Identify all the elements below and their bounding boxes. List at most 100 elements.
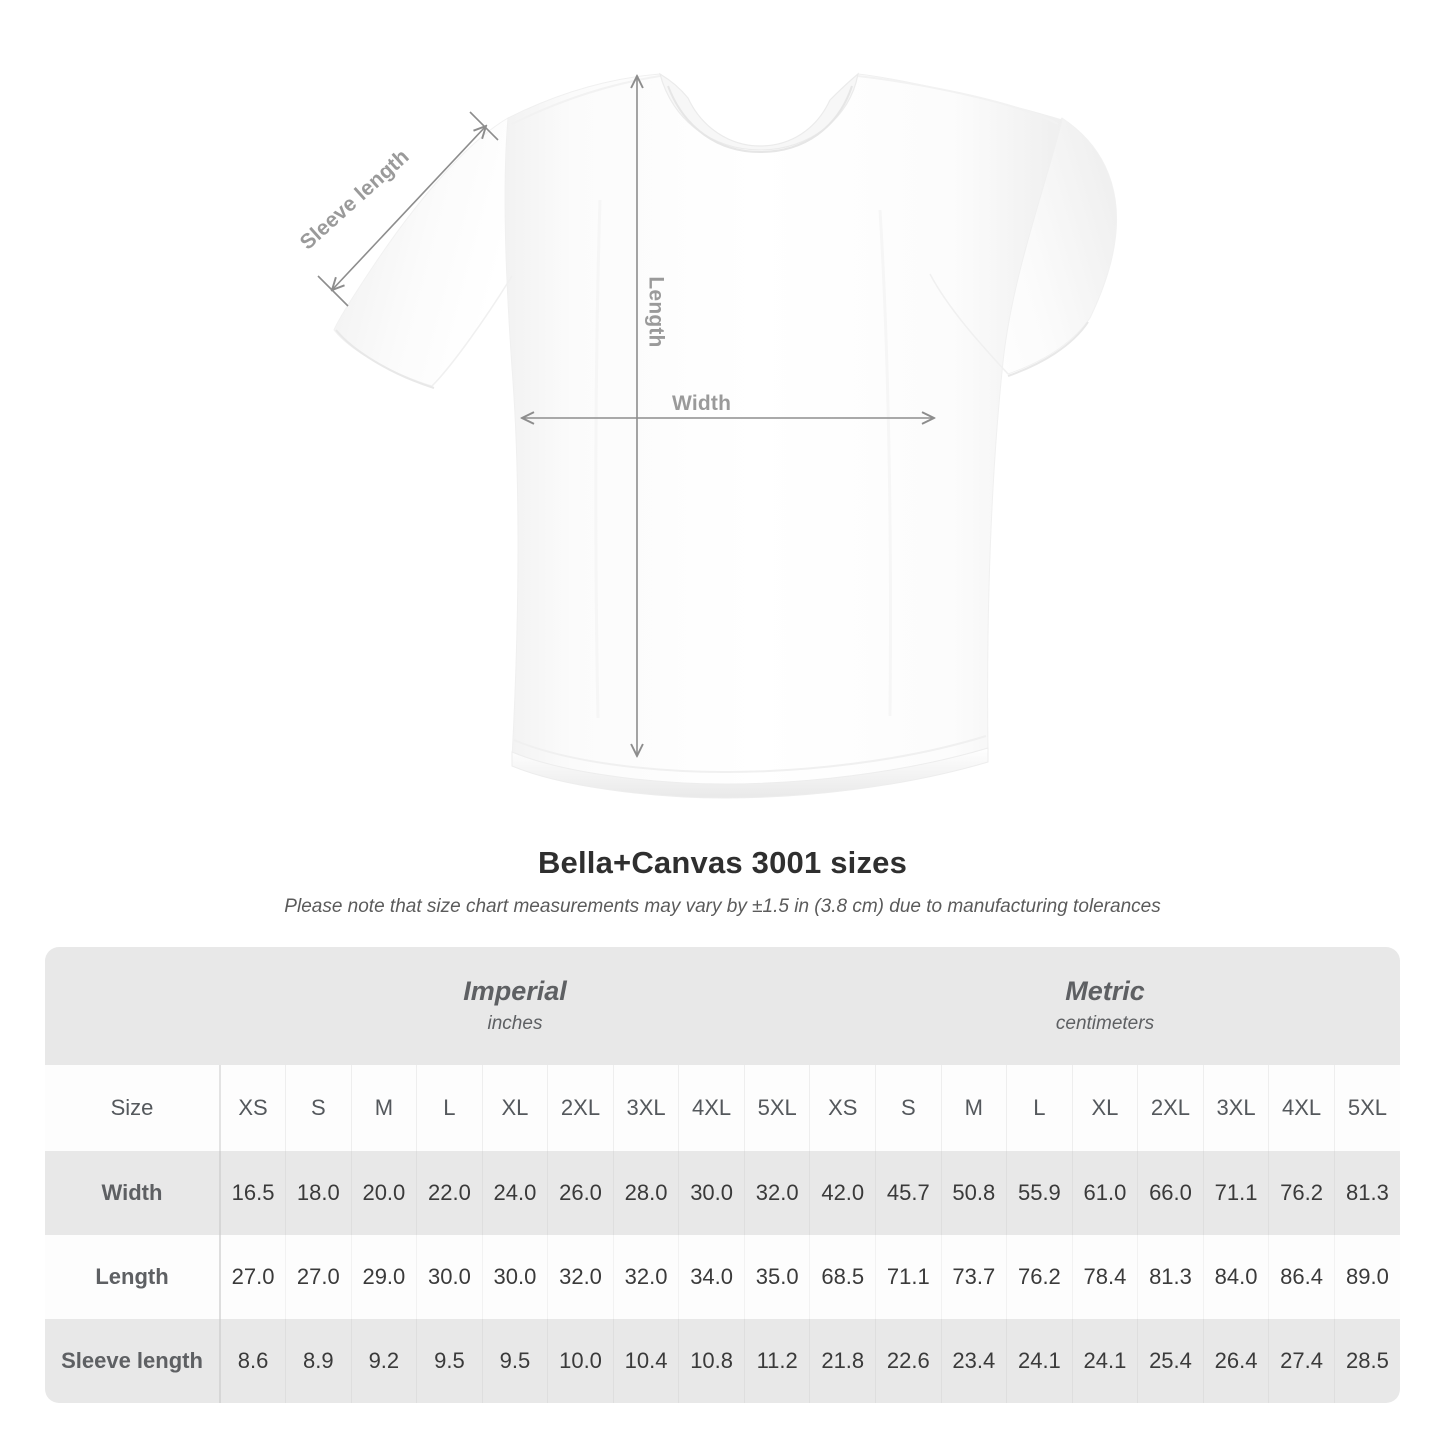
cell-length-imp-3xl: 32.0 bbox=[612, 1235, 679, 1319]
cell-length-met-l: 76.2 bbox=[1006, 1235, 1073, 1319]
size-header-met-4xl: 4XL bbox=[1268, 1065, 1335, 1151]
unit-banner-spacer bbox=[45, 947, 220, 1065]
cell-width-met-2xl: 66.0 bbox=[1137, 1151, 1204, 1235]
size-header-imp-2xl: 2XL bbox=[547, 1065, 614, 1151]
size-header-imp-s: S bbox=[285, 1065, 352, 1151]
cell-sleeve-met-3xl: 26.4 bbox=[1202, 1319, 1269, 1403]
cell-length-imp-xs: 27.0 bbox=[219, 1235, 286, 1319]
size-header-met-3xl: 3XL bbox=[1202, 1065, 1269, 1151]
size-header-met-s: S bbox=[875, 1065, 942, 1151]
table-row: Sleeve length 8.6 8.9 9.2 9.5 9.5 10.0 1… bbox=[45, 1319, 1400, 1403]
tolerance-note: Please note that size chart measurements… bbox=[284, 896, 1161, 917]
cell-length-met-2xl: 81.3 bbox=[1137, 1235, 1204, 1319]
size-header-imp-l: L bbox=[416, 1065, 483, 1151]
unit-imperial-cell: Imperial inches bbox=[220, 947, 810, 1065]
cell-sleeve-met-5xl: 28.5 bbox=[1333, 1319, 1400, 1403]
cell-width-imp-xs: 16.5 bbox=[219, 1151, 286, 1235]
size-header-imp-xs: XS bbox=[219, 1065, 286, 1151]
cell-length-imp-4xl: 34.0 bbox=[678, 1235, 745, 1319]
row-label-sleeve-length: Sleeve length bbox=[45, 1319, 220, 1403]
cell-width-met-l: 55.9 bbox=[1006, 1151, 1073, 1235]
cell-width-imp-s: 18.0 bbox=[285, 1151, 352, 1235]
cell-length-imp-5xl: 35.0 bbox=[743, 1235, 810, 1319]
cell-sleeve-met-s: 22.6 bbox=[875, 1319, 942, 1403]
sleeve-tick-bottom bbox=[317, 275, 349, 307]
length-label: Length bbox=[644, 276, 668, 348]
cell-width-imp-4xl: 30.0 bbox=[678, 1151, 745, 1235]
size-header-imp-5xl: 5XL bbox=[743, 1065, 810, 1151]
cell-width-met-s: 45.7 bbox=[875, 1151, 942, 1235]
cell-width-met-xl: 61.0 bbox=[1071, 1151, 1138, 1235]
cell-length-imp-2xl: 32.0 bbox=[547, 1235, 614, 1319]
table-row: Length 27.0 27.0 29.0 30.0 30.0 32.0 32.… bbox=[45, 1235, 1400, 1319]
cell-sleeve-imp-m: 9.2 bbox=[350, 1319, 417, 1403]
unit-metric-sub: centimeters bbox=[1055, 1012, 1155, 1034]
cell-length-imp-s: 27.0 bbox=[285, 1235, 352, 1319]
size-table-wrapper: Imperial inches Metric centimeters Size … bbox=[45, 947, 1400, 1403]
page-title: Bella+Canvas 3001 sizes bbox=[537, 845, 908, 880]
cell-sleeve-imp-l: 9.5 bbox=[416, 1319, 483, 1403]
unit-imperial-sub: inches bbox=[487, 1012, 543, 1034]
width-label: Width bbox=[672, 392, 732, 415]
cell-sleeve-imp-s: 8.9 bbox=[285, 1319, 352, 1403]
tshirt-illustration bbox=[333, 72, 1117, 799]
cell-length-met-m: 73.7 bbox=[940, 1235, 1007, 1319]
cell-length-met-xl: 78.4 bbox=[1071, 1235, 1138, 1319]
row-label-width: Width bbox=[45, 1151, 220, 1235]
unit-metric-name: Metric bbox=[1065, 976, 1145, 1007]
cell-sleeve-met-xs: 21.8 bbox=[809, 1319, 876, 1403]
cell-width-imp-2xl: 26.0 bbox=[547, 1151, 614, 1235]
cell-length-imp-l: 30.0 bbox=[416, 1235, 483, 1319]
size-header-imp-m: M bbox=[350, 1065, 417, 1151]
cell-sleeve-met-4xl: 27.4 bbox=[1268, 1319, 1335, 1403]
size-table: Imperial inches Metric centimeters Size … bbox=[45, 947, 1400, 1403]
size-header-met-l: L bbox=[1006, 1065, 1073, 1151]
cell-length-met-xs: 68.5 bbox=[809, 1235, 876, 1319]
measurement-arrows bbox=[317, 76, 934, 756]
size-header-label: Size bbox=[45, 1065, 220, 1151]
cell-width-met-xs: 42.0 bbox=[809, 1151, 876, 1235]
size-header-met-5xl: 5XL bbox=[1333, 1065, 1400, 1151]
size-header-met-xs: XS bbox=[809, 1065, 876, 1151]
size-header-imp-xl: XL bbox=[481, 1065, 548, 1151]
cell-sleeve-imp-xs: 8.6 bbox=[219, 1319, 286, 1403]
cell-width-met-4xl: 76.2 bbox=[1268, 1151, 1335, 1235]
size-header-imp-3xl: 3XL bbox=[612, 1065, 679, 1151]
size-header-row: Size XS S M L XL 2XL 3XL 4XL 5XL XS S M … bbox=[45, 1065, 1400, 1151]
size-header-met-xl: XL bbox=[1071, 1065, 1138, 1151]
cell-length-imp-xl: 30.0 bbox=[481, 1235, 548, 1319]
cell-width-met-m: 50.8 bbox=[940, 1151, 1007, 1235]
cell-width-met-5xl: 81.3 bbox=[1333, 1151, 1400, 1235]
cell-sleeve-imp-5xl: 11.2 bbox=[743, 1319, 810, 1403]
cell-sleeve-imp-xl: 9.5 bbox=[481, 1319, 548, 1403]
row-label-length: Length bbox=[45, 1235, 220, 1319]
cell-sleeve-imp-2xl: 10.0 bbox=[547, 1319, 614, 1403]
cell-sleeve-imp-3xl: 10.4 bbox=[612, 1319, 679, 1403]
cell-length-met-5xl: 89.0 bbox=[1333, 1235, 1400, 1319]
unit-metric-cell: Metric centimeters bbox=[809, 947, 1400, 1065]
cell-length-met-4xl: 86.4 bbox=[1268, 1235, 1335, 1319]
unit-imperial-name: Imperial bbox=[463, 976, 567, 1007]
sleeve-arrow bbox=[332, 126, 486, 290]
cell-width-imp-m: 20.0 bbox=[350, 1151, 417, 1235]
cell-length-imp-m: 29.0 bbox=[350, 1235, 417, 1319]
size-header-met-2xl: 2XL bbox=[1137, 1065, 1204, 1151]
chart-heading: Bella+Canvas 3001 sizes Please note that… bbox=[0, 845, 1445, 918]
cell-sleeve-met-xl: 24.1 bbox=[1071, 1319, 1138, 1403]
cell-length-met-3xl: 84.0 bbox=[1202, 1235, 1269, 1319]
table-row: Width 16.5 18.0 20.0 22.0 24.0 26.0 28.0… bbox=[45, 1151, 1400, 1235]
cell-sleeve-met-2xl: 25.4 bbox=[1137, 1319, 1204, 1403]
cell-width-imp-xl: 24.0 bbox=[481, 1151, 548, 1235]
cell-width-met-3xl: 71.1 bbox=[1202, 1151, 1269, 1235]
sleeve-tick-top bbox=[469, 111, 499, 141]
cell-sleeve-met-l: 24.1 bbox=[1006, 1319, 1073, 1403]
cell-sleeve-met-m: 23.4 bbox=[940, 1319, 1007, 1403]
cell-length-met-s: 71.1 bbox=[875, 1235, 942, 1319]
size-header-met-m: M bbox=[940, 1065, 1007, 1151]
tshirt-measurement-diagram: Sleeve length Length Width bbox=[296, 72, 1117, 799]
cell-width-imp-l: 22.0 bbox=[416, 1151, 483, 1235]
unit-banner-row: Imperial inches Metric centimeters bbox=[45, 947, 1400, 1065]
cell-width-imp-5xl: 32.0 bbox=[743, 1151, 810, 1235]
cell-width-imp-3xl: 28.0 bbox=[612, 1151, 679, 1235]
